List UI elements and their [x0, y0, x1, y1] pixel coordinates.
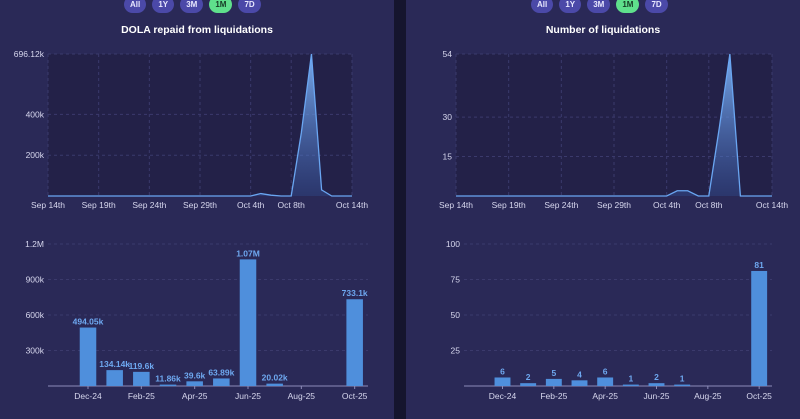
bar	[648, 383, 665, 386]
bar-value-label: 20.02k	[262, 373, 288, 383]
bar	[213, 378, 230, 386]
bar	[346, 299, 363, 386]
range-button-1m[interactable]: 1M	[616, 0, 640, 13]
x-tick-label: Sep 19th	[492, 200, 526, 210]
x-tick-label: Oct 4th	[237, 200, 265, 210]
x-tick-label: Sep 29th	[597, 200, 631, 210]
x-tick-label: Jun-25	[644, 391, 670, 401]
chart-title: Number of liquidations	[545, 24, 661, 36]
range-selector: All 1Y 3M 1M 7D	[531, 0, 668, 14]
panel-number-liquidations: All 1Y 3M 1M 7D Number of liquidations S…	[406, 0, 800, 419]
y-tick-label: 30	[443, 112, 453, 122]
range-selector: All 1Y 3M 1M 7D	[124, 0, 261, 14]
x-tick-label: Feb-25	[540, 391, 567, 401]
y-tick-label: 600k	[26, 310, 45, 320]
x-tick-label: Apr-25	[592, 391, 618, 401]
x-tick-label: Sep 14th	[439, 200, 473, 210]
bar-value-label: 134.14k	[99, 359, 130, 369]
x-tick-label: Feb-25	[128, 391, 155, 401]
bar	[159, 384, 177, 387]
bar-value-label: 1	[680, 374, 685, 384]
bar	[674, 384, 691, 387]
y-tick-label: 25	[451, 346, 461, 356]
y-tick-label: 50	[451, 310, 461, 320]
x-tick-label: Oct 4th	[653, 200, 681, 210]
range-button-1y[interactable]: 1Y	[152, 0, 175, 13]
bar	[133, 371, 150, 386]
y-tick-label: 696.12k	[14, 49, 45, 59]
bar	[239, 259, 257, 386]
bar-value-label: 6	[500, 366, 505, 376]
x-tick-label: Oct 8th	[277, 200, 305, 210]
bar	[597, 377, 614, 386]
panel-dola-repaid: All 1Y 3M 1M 7D DOLA repaid from liquida…	[0, 0, 394, 419]
y-tick-label: 100	[446, 239, 460, 249]
x-tick-label: Sep 24th	[544, 200, 578, 210]
x-tick-label: Oct 14th	[336, 200, 368, 210]
x-tick-label: Sep 24th	[132, 200, 166, 210]
bar-value-label: 1.07M	[236, 248, 260, 258]
range-button-3m[interactable]: 3M	[587, 0, 611, 13]
bar-value-label: 2	[654, 372, 659, 382]
y-tick-label: 15	[443, 152, 453, 162]
x-tick-label: Dec-24	[74, 391, 102, 401]
x-tick-label: Apr-25	[182, 391, 208, 401]
x-tick-label: Oct-25	[746, 391, 772, 401]
bar-value-label: 6	[603, 366, 608, 376]
x-tick-label: Sep 29th	[183, 200, 217, 210]
bar	[266, 383, 283, 386]
bar	[545, 378, 562, 386]
x-tick-label: Jun-25	[235, 391, 261, 401]
bar	[106, 370, 123, 386]
charts-svg: Sep 14th Sep 19th Sep 24th Sep 29th Oct 4th O…	[14, 49, 369, 401]
series-line	[456, 53, 772, 197]
range-button-all[interactable]: All	[124, 0, 147, 13]
charts-svg: Sep 14th Sep 19th Sep 24th Sep 29th Oct 4th O…	[439, 49, 788, 401]
bar-value-label: 119.6k	[129, 361, 155, 371]
x-tick-label: Sep 14th	[31, 200, 65, 210]
x-tick-label: Sep 19th	[82, 200, 116, 210]
bar	[520, 383, 537, 386]
x-tick-label: Oct 14th	[756, 200, 788, 210]
range-button-3m[interactable]: 3M	[180, 0, 204, 13]
y-tick-label: 900k	[26, 275, 45, 285]
x-tick-label: Oct-25	[342, 391, 368, 401]
x-tick-label: Dec-24	[489, 391, 517, 401]
bar-value-label: 733.1k	[342, 288, 368, 298]
range-button-7d[interactable]: 7D	[238, 0, 261, 13]
range-button-1y[interactable]: 1Y	[559, 0, 582, 13]
bar-value-label: 2	[526, 372, 531, 382]
y-tick-label: 1.2M	[25, 239, 44, 249]
bar-value-label: 81	[754, 260, 764, 270]
bar	[79, 327, 97, 386]
bar	[186, 381, 203, 386]
bar-value-label: 63.89k	[208, 367, 234, 377]
series-line	[48, 53, 352, 197]
range-button-1m[interactable]: 1M	[209, 0, 233, 13]
bar	[571, 380, 588, 386]
range-button-all[interactable]: All	[531, 0, 554, 13]
bar-value-label: 5	[551, 368, 556, 378]
bar-value-label: 1	[628, 374, 633, 384]
bar	[622, 384, 639, 387]
y-tick-label: 300k	[26, 346, 45, 356]
bar	[751, 270, 768, 386]
bar-value-label: 4	[577, 369, 582, 379]
bar-value-label: 11.86k	[155, 374, 181, 384]
x-tick-label: Oct 8th	[695, 200, 723, 210]
range-button-7d[interactable]: 7D	[645, 0, 668, 13]
x-tick-label: Aug-25	[694, 391, 722, 401]
bar-value-label: 39.6k	[184, 370, 206, 380]
chart-title: DOLA repaid from liquidations	[121, 24, 273, 36]
y-tick-label: 400k	[26, 109, 45, 119]
bar	[494, 377, 511, 386]
x-tick-label: Aug-25	[288, 391, 316, 401]
y-tick-label: 75	[451, 275, 461, 285]
bar-value-label: 494.05k	[73, 317, 104, 327]
y-tick-label: 54	[443, 49, 453, 59]
y-tick-label: 200k	[26, 150, 45, 160]
